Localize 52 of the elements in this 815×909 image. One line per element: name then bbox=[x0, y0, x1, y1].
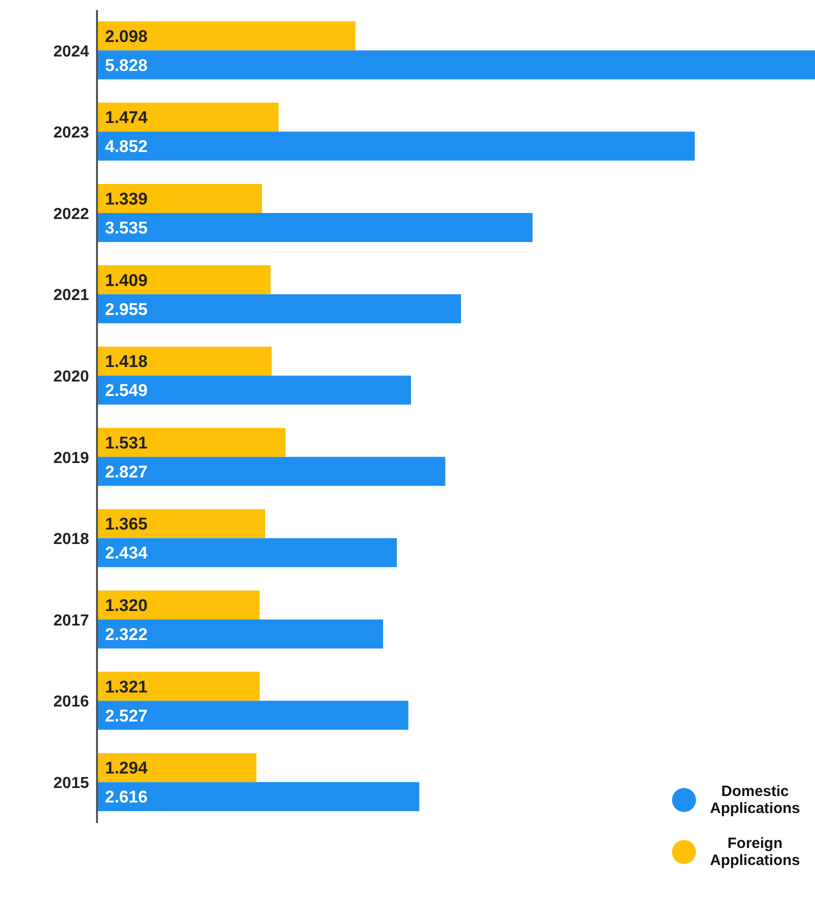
bar bbox=[97, 428, 286, 457]
data-label: 2.616 bbox=[105, 788, 148, 807]
data-label: 2.434 bbox=[105, 544, 148, 563]
data-label: 3.535 bbox=[105, 218, 148, 238]
data-label: 1.321 bbox=[105, 677, 148, 696]
y-tick-label: 2019 bbox=[53, 450, 90, 467]
bar bbox=[97, 753, 256, 782]
legend-label: Foreign Applications bbox=[708, 835, 801, 869]
data-label: 1.418 bbox=[105, 352, 148, 372]
data-label: 4.852 bbox=[105, 137, 148, 156]
bar bbox=[97, 700, 408, 730]
y-tick-label: 2022 bbox=[53, 206, 90, 223]
y-tick-label: 2021 bbox=[53, 287, 90, 304]
data-label: 2.549 bbox=[105, 381, 148, 400]
y-tick-label: 2023 bbox=[53, 124, 90, 142]
data-label: 2.827 bbox=[105, 462, 148, 482]
data-label: 1.531 bbox=[105, 433, 148, 452]
bar bbox=[97, 212, 533, 242]
data-label: 2.527 bbox=[105, 706, 148, 726]
data-label: 1.294 bbox=[105, 758, 148, 778]
y-tick-label: 2016 bbox=[53, 694, 90, 711]
bar bbox=[97, 265, 271, 294]
data-label: 1.320 bbox=[105, 596, 148, 615]
bar bbox=[97, 132, 695, 161]
bar bbox=[97, 509, 266, 538]
legend-label: Domestic Applications bbox=[708, 783, 801, 817]
bar bbox=[97, 376, 412, 405]
data-label: 1.339 bbox=[105, 189, 148, 208]
bar bbox=[97, 184, 262, 213]
y-tick-label: 2018 bbox=[53, 531, 90, 548]
y-tick-label: 2024 bbox=[53, 43, 90, 60]
data-label: 1.365 bbox=[105, 514, 148, 534]
bar bbox=[97, 782, 420, 812]
data-label: 2.098 bbox=[105, 26, 148, 46]
bar bbox=[97, 456, 446, 486]
bar bbox=[97, 50, 815, 80]
bar bbox=[97, 590, 260, 620]
y-tick-label: 2015 bbox=[53, 775, 90, 792]
data-label: 2.322 bbox=[105, 624, 148, 644]
data-label: 5.828 bbox=[105, 56, 148, 75]
bar bbox=[97, 672, 260, 701]
bar bbox=[97, 346, 272, 376]
data-label: 1.474 bbox=[105, 108, 148, 128]
bar bbox=[97, 21, 356, 50]
y-tick-label: 2017 bbox=[53, 612, 90, 630]
data-label: 1.409 bbox=[105, 270, 148, 290]
bar bbox=[97, 538, 397, 568]
data-label: 2.955 bbox=[105, 300, 148, 319]
bar bbox=[97, 294, 462, 324]
y-tick-label: 2020 bbox=[53, 368, 90, 386]
bar bbox=[97, 102, 279, 132]
bar bbox=[97, 619, 384, 648]
